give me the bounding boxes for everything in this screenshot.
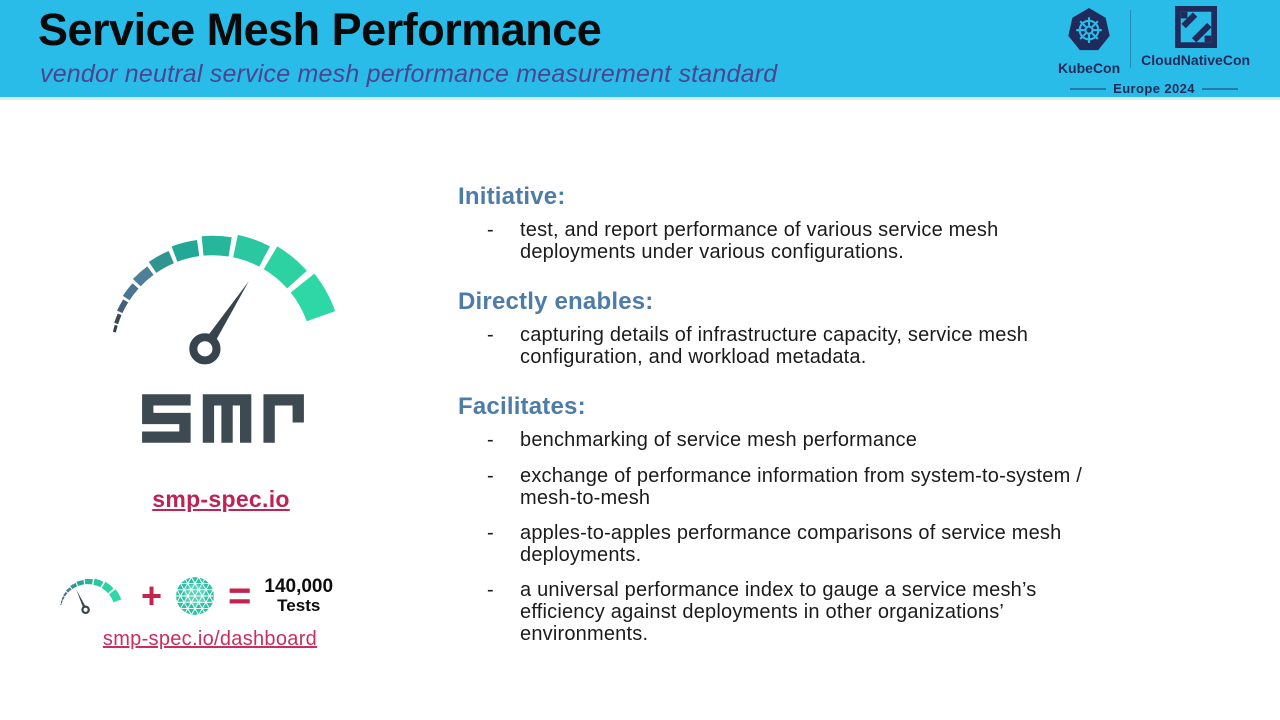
plus-icon: +: [141, 575, 163, 616]
dashboard-link[interactable]: smp-spec.io/dashboard: [102, 628, 318, 650]
edition-label: Europe 2024: [1113, 81, 1195, 96]
smp-gauge-icon-small: [60, 578, 122, 615]
slide-subtitle: vendor neutral service mesh performance …: [40, 60, 778, 88]
logo-divider: [1130, 10, 1132, 68]
edition-rule-left: [1070, 87, 1107, 90]
cloudnativecon-logo: CloudNativeCon: [1141, 6, 1250, 68]
smp-spec-link[interactable]: smp-spec.io: [152, 486, 290, 512]
kubecon-helm-icon: [1068, 8, 1110, 51]
tests-count: 140,000: [264, 576, 334, 598]
section-heading-facilitates: Facilitates:: [458, 393, 586, 421]
list-item: - exchange of performance information fr…: [458, 464, 1248, 509]
cloudnativecon-icon: [1174, 6, 1217, 48]
header-banner: Service Mesh Performance vendor neutral …: [0, 0, 1280, 100]
section-heading-initiative: Initiative:: [458, 183, 566, 210]
bullet-dash: -: [487, 579, 494, 602]
event-edition: Europe 2024: [1054, 81, 1254, 96]
bullet-text: test, and report performance of various …: [520, 219, 999, 263]
tests-equation: +: [52, 566, 362, 626]
list-item: - capturing details of infrastructure ca…: [458, 324, 1248, 368]
tests-unit: Tests: [277, 596, 321, 616]
bullet-dash: -: [487, 429, 494, 452]
smp-wordmark: [142, 394, 304, 443]
bullet-text: capturing details of infrastructure capa…: [520, 324, 1029, 368]
list-item: - test, and report performance of variou…: [458, 219, 1248, 263]
left-column: smp-spec.io +: [0, 100, 445, 720]
equals-icon: =: [228, 574, 252, 618]
meshery-mesh-icon: [176, 577, 214, 615]
tests-count-block: 140,000 Tests: [264, 577, 333, 615]
bullet-text: apples-to-apples performance comparisons…: [520, 522, 1062, 566]
bullet-dash: -: [487, 464, 494, 487]
bullet-dash: -: [487, 219, 494, 241]
kubecon-label: KubeCon: [1057, 60, 1121, 76]
edition-rule-right: [1201, 87, 1238, 90]
smp-gauge-logo: [112, 234, 336, 365]
slide-title: Service Mesh Performance: [38, 4, 602, 55]
bullet-text: a universal performance index to gauge a…: [520, 579, 1037, 645]
list-item: - benchmarking of service mesh performan…: [458, 430, 1248, 452]
bullet-text: exchange of performance information from…: [520, 464, 1083, 509]
content-column: Initiative: - test, and report performan…: [458, 184, 1248, 659]
bullet-dash: -: [487, 324, 494, 347]
kubecon-logo: KubeCon: [1058, 6, 1120, 76]
list-item: - a universal performance index to gauge…: [458, 580, 1248, 645]
section-heading-directly-enables: Directly enables:: [458, 288, 654, 316]
bullet-text: benchmarking of service mesh performance: [520, 429, 918, 452]
list-item: - apples-to-apples performance compariso…: [458, 522, 1248, 566]
cloudnativecon-label: CloudNativeCon: [1141, 52, 1251, 68]
event-logo-block: KubeCon CloudNativeCon Europe 2024: [1054, 6, 1254, 96]
bullet-dash: -: [487, 522, 494, 545]
